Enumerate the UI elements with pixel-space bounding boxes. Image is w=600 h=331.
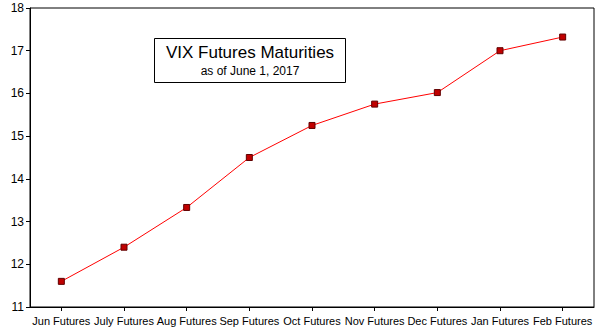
svg-text:17: 17 [11,44,25,58]
svg-text:VIX Futures Maturities: VIX Futures Maturities [166,43,334,62]
svg-text:Dec Futures: Dec Futures [407,315,467,327]
svg-text:14: 14 [11,172,25,186]
svg-text:Sep Futures: Sep Futures [219,315,279,327]
svg-text:July Futures: July Futures [94,315,154,327]
svg-text:Jun Futures: Jun Futures [32,315,91,327]
svg-text:15: 15 [11,129,25,143]
svg-text:11: 11 [12,300,25,314]
svg-text:18: 18 [11,1,25,15]
svg-text:Oct Futures: Oct Futures [283,315,341,327]
svg-text:Aug Futures: Aug Futures [157,315,217,327]
svg-text:Feb Futures: Feb Futures [533,315,593,327]
svg-text:12: 12 [11,257,25,271]
svg-text:13: 13 [11,215,25,229]
svg-text:Nov Futures: Nov Futures [345,315,405,327]
svg-text:16: 16 [11,86,25,100]
svg-text:as of June 1, 2017: as of June 1, 2017 [201,64,300,78]
svg-text:Jan Futures: Jan Futures [471,315,530,327]
